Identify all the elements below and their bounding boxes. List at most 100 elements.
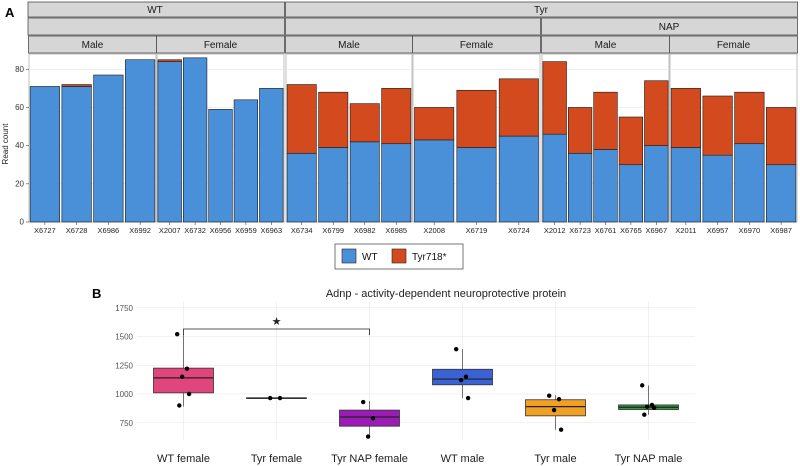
bar-wt-X6970 <box>734 143 765 223</box>
data-point <box>177 403 182 408</box>
data-point <box>463 374 469 379</box>
data-point <box>458 378 464 383</box>
bar-wt-X6992 <box>125 59 156 223</box>
strip-sex-label-2: Male <box>338 40 360 51</box>
bar-wt-X6761 <box>593 149 618 223</box>
strip-treatment-tyr <box>285 17 541 36</box>
bar-wt-X6727 <box>29 86 60 223</box>
bar-wt-X6732 <box>182 57 208 223</box>
data-point <box>556 396 562 402</box>
y-tick-label: 20 <box>15 179 24 188</box>
bar-wt-X6967 <box>644 145 669 223</box>
x-tick-label-X6719: X6719 <box>466 226 488 235</box>
b-y-tick-label: 1000 <box>115 390 133 399</box>
bar-mut-X2008 <box>414 107 455 141</box>
strip-genotype-wt-label: WT <box>147 5 163 16</box>
bar-mut-X6734 <box>286 84 317 154</box>
bar-mut-X6970 <box>734 91 765 145</box>
bar-wt-X6987 <box>766 164 797 223</box>
bar-mut-X6967 <box>644 80 669 146</box>
x-tick-label-X6957: X6957 <box>707 226 729 235</box>
x-tick-label-X6761: X6761 <box>595 226 617 235</box>
bar-mut-X6724 <box>498 78 539 137</box>
strip-treatment-nap-label: NAP <box>659 22 680 33</box>
bar-wt-X6959 <box>233 99 259 223</box>
x-tick-label-X6986: X6986 <box>98 226 120 235</box>
x-tick-label-X6963: X6963 <box>260 226 282 235</box>
panel-b-title: Adnp - activity-dependent neuroprotectiv… <box>326 288 566 300</box>
data-point <box>370 415 376 421</box>
x-tick-label-X2008: X2008 <box>423 226 445 235</box>
x-tick-label-X6732: X6732 <box>184 226 206 235</box>
bar-wt-X2012 <box>542 133 567 223</box>
bar-wt-X6956 <box>208 109 233 223</box>
strip-sex-1 <box>156 35 285 54</box>
b-y-tick-label: 750 <box>120 419 134 428</box>
bar-wt-X6719 <box>456 147 497 223</box>
panel-b-label: B <box>92 286 101 301</box>
b-y-tick-label: 1750 <box>115 304 133 313</box>
data-point <box>465 395 471 401</box>
bar-wt-X6728 <box>61 86 92 223</box>
strip-sex-label-3: Female <box>460 40 494 51</box>
strip-genotype-tyr <box>285 1 798 18</box>
b-y-tick-label: 1500 <box>115 333 133 342</box>
x-tick-label-X6727: X6727 <box>34 226 56 235</box>
strip-treatment-nap <box>541 17 798 36</box>
y-tick-label: 80 <box>15 65 24 74</box>
legend-swatch-tyr718 <box>391 248 407 264</box>
bar-mut-X6723 <box>567 107 593 154</box>
b-y-tick-label: 1250 <box>115 361 133 370</box>
strip-genotype-wt <box>27 1 285 18</box>
bar-wt-X6723 <box>567 152 593 223</box>
bar-mut-X6719 <box>456 89 497 148</box>
bar-mut-X6761 <box>593 91 618 150</box>
bar-wt-X6982 <box>349 141 380 223</box>
data-point <box>651 405 657 410</box>
x-tick-label-X6956: X6956 <box>210 226 232 235</box>
x-tick-label-X6992: X6992 <box>129 226 151 235</box>
strip-genotype-tyr-label: Tyr <box>534 5 549 16</box>
x-tick-label-X2011: X2011 <box>675 226 696 235</box>
bar-wt-X6799 <box>318 147 349 223</box>
data-point <box>547 393 552 398</box>
x-tick-label-X6765: X6765 <box>620 226 642 235</box>
bar-mut-X6982 <box>349 103 380 143</box>
bar-wt-X2008 <box>414 139 455 223</box>
y-tick-label: 0 <box>20 218 25 227</box>
x-tick-label-X6982: X6982 <box>354 226 376 235</box>
legend-label-tyr718: Tyr718* <box>412 252 447 263</box>
panel-a-legend: WT Tyr718* <box>334 243 464 270</box>
bar-mut-X6985 <box>381 88 412 145</box>
b-x-tick-label-0: WT female <box>157 453 210 465</box>
strip-sex-3 <box>412 35 541 54</box>
bar-mut-X6799 <box>318 91 349 148</box>
b-x-tick-label-3: WT male <box>441 453 485 465</box>
data-point <box>179 374 185 379</box>
bar-wt-X6734 <box>286 152 317 223</box>
data-point <box>184 366 190 371</box>
x-tick-label-X6734: X6734 <box>291 226 313 235</box>
data-point <box>361 399 366 405</box>
data-point <box>186 391 192 397</box>
bar-mut-X2007 <box>157 59 182 62</box>
box-3 <box>432 368 493 386</box>
bar-mut-X6728 <box>61 84 92 87</box>
data-point <box>642 412 647 417</box>
x-tick-label-X6723: X6723 <box>569 226 591 235</box>
panel-a-y-axis-title: Read count <box>1 123 10 165</box>
data-point <box>268 395 273 401</box>
strip-treatment-wt <box>27 17 285 36</box>
panel-a-label: A <box>5 5 15 20</box>
bar-mut-X2012 <box>542 61 567 135</box>
bar-wt-X2007 <box>157 61 182 223</box>
bar-wt-X6963 <box>259 88 284 223</box>
bar-wt-X6986 <box>93 74 124 223</box>
data-point <box>454 346 459 352</box>
box-0 <box>153 367 214 394</box>
bar-mut-X2011 <box>670 88 701 148</box>
b-x-tick-label-1: Tyr female <box>251 453 302 465</box>
legend-swatch-wt <box>341 248 357 264</box>
x-tick-label-X6799: X6799 <box>322 226 344 235</box>
